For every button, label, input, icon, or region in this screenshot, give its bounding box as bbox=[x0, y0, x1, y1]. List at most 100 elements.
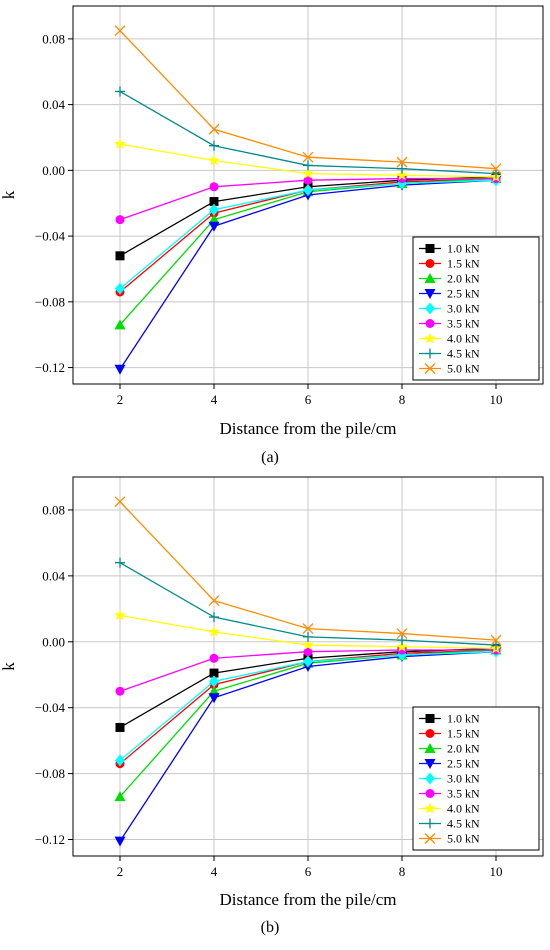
legend-item: 2.0 kN bbox=[419, 742, 480, 756]
legend-marker bbox=[425, 789, 435, 798]
data-point bbox=[302, 167, 314, 179]
legend-label: 2.5 kN bbox=[447, 287, 480, 301]
data-point bbox=[397, 635, 407, 646]
y-axis: 0.08 0.04 0.00 −0.04 −0.08 −0.12 bbox=[35, 502, 73, 847]
y-tick-label: 0.04 bbox=[42, 568, 65, 583]
data-point bbox=[209, 182, 219, 192]
legend-label: 2.0 kN bbox=[447, 742, 480, 756]
data-point bbox=[209, 197, 219, 207]
legend-marker bbox=[425, 714, 435, 723]
legend-item: 4.5 kN bbox=[419, 347, 480, 361]
data-point bbox=[302, 639, 314, 650]
data-point bbox=[208, 625, 220, 637]
data-point bbox=[302, 623, 314, 635]
chart-panel-a: 2 4 6 8 10 0.08 0.04 0.00 −0.04 −0.08 −0.12 k Distan… bbox=[0, 5, 544, 466]
y-tick-label: −0.12 bbox=[35, 832, 65, 847]
x-axis: 2 4 6 8 10 bbox=[117, 856, 503, 879]
data-point bbox=[209, 612, 219, 623]
legend-label: 3.5 kN bbox=[447, 317, 480, 331]
data-point bbox=[208, 154, 220, 166]
data-point bbox=[114, 496, 126, 508]
data-point bbox=[114, 791, 126, 802]
series-4-5-kN bbox=[115, 86, 501, 179]
y-tick-label: −0.12 bbox=[35, 360, 65, 375]
legend-marker bbox=[425, 319, 435, 328]
data-point bbox=[490, 634, 502, 646]
legend-label: 5.0 kN bbox=[447, 832, 480, 846]
data-point bbox=[491, 640, 501, 651]
y-tick-label: 0.00 bbox=[42, 634, 65, 649]
data-point bbox=[208, 595, 220, 607]
legend-marker bbox=[424, 759, 436, 769]
grid bbox=[73, 477, 543, 856]
legend-item: 3.0 kN bbox=[419, 302, 480, 316]
data-point bbox=[208, 214, 220, 225]
data-point bbox=[114, 138, 126, 149]
data-point bbox=[114, 319, 126, 330]
data-point bbox=[490, 163, 502, 175]
legend-marker bbox=[425, 818, 435, 829]
x-axis: 2 4 6 8 10 bbox=[117, 384, 503, 407]
panel-label: (a) bbox=[261, 449, 279, 466]
data-point bbox=[208, 123, 220, 135]
legend-label: 1.0 kN bbox=[447, 712, 480, 726]
legend-marker bbox=[425, 244, 435, 253]
legend-marker bbox=[424, 363, 436, 374]
y-axis: 0.08 0.04 0.00 −0.04 −0.08 −0.12 bbox=[35, 31, 73, 375]
legend-label: 3.0 kN bbox=[447, 772, 480, 786]
series-5-0-kN bbox=[114, 496, 502, 646]
legend-label: 5.0 kN bbox=[447, 362, 480, 376]
y-tick-label: 0.08 bbox=[42, 502, 65, 517]
legend-marker bbox=[424, 332, 436, 344]
chart-panel-b: 2 4 6 8 10 0.08 0.04 0.00 −0.04 −0.08 −0.12 k Distan… bbox=[0, 476, 544, 936]
legend-label: 4.5 kN bbox=[447, 347, 480, 361]
data-point bbox=[115, 557, 125, 568]
data-point bbox=[115, 251, 125, 261]
x-tick-label: 2 bbox=[117, 864, 124, 879]
x-axis-label: Distance from the pile/cm bbox=[219, 890, 396, 909]
data-point bbox=[491, 168, 501, 179]
legend-label: 1.5 kN bbox=[447, 257, 480, 271]
data-point bbox=[303, 184, 313, 197]
legend-marker bbox=[424, 273, 436, 283]
x-tick-label: 2 bbox=[117, 392, 124, 407]
data-point bbox=[209, 668, 219, 678]
legend-marker bbox=[425, 348, 435, 359]
legend-marker bbox=[425, 772, 435, 785]
y-axis-label: k bbox=[0, 190, 18, 199]
data-point bbox=[209, 203, 219, 216]
legend-label: 4.5 kN bbox=[447, 817, 480, 831]
legend-item: 4.5 kN bbox=[419, 817, 480, 831]
y-tick-label: −0.08 bbox=[35, 766, 65, 781]
legend-item: 4.0 kN bbox=[419, 802, 480, 816]
legend-item: 3.0 kN bbox=[419, 772, 480, 786]
legend: 1.0 kN1.5 kN2.0 kN2.5 kN3.0 kN3.5 kN4.0 … bbox=[412, 706, 540, 851]
data-point bbox=[208, 693, 220, 704]
data-point bbox=[209, 675, 219, 688]
legend-marker bbox=[425, 259, 435, 268]
data-point bbox=[208, 685, 220, 696]
x-tick-label: 6 bbox=[305, 864, 312, 879]
y-tick-label: 0.00 bbox=[42, 163, 65, 178]
legend-item: 1.0 kN bbox=[419, 712, 480, 726]
legend-item: 2.0 kN bbox=[419, 272, 480, 286]
legend-label: 2.5 kN bbox=[447, 757, 480, 771]
legend-item: 5.0 kN bbox=[419, 832, 480, 846]
x-tick-label: 8 bbox=[399, 392, 406, 407]
data-point bbox=[115, 282, 125, 295]
data-point bbox=[208, 221, 220, 232]
data-point bbox=[114, 364, 126, 375]
legend-marker bbox=[424, 743, 436, 753]
legend-label: 1.5 kN bbox=[447, 727, 480, 741]
legend-label: 2.0 kN bbox=[447, 272, 480, 286]
data-point bbox=[115, 722, 125, 732]
data-point bbox=[115, 86, 125, 97]
panel-label: (b) bbox=[261, 919, 280, 936]
series-4-5-kN bbox=[115, 557, 501, 651]
legend: 1.0 kN1.5 kN2.0 kN2.5 kN3.0 kN3.5 kN4.0 … bbox=[412, 236, 540, 381]
legend-label: 3.0 kN bbox=[447, 302, 480, 316]
data-point bbox=[209, 140, 219, 151]
legend-item: 3.5 kN bbox=[419, 787, 480, 801]
y-tick-label: −0.04 bbox=[35, 700, 66, 715]
legend-marker bbox=[425, 302, 435, 315]
